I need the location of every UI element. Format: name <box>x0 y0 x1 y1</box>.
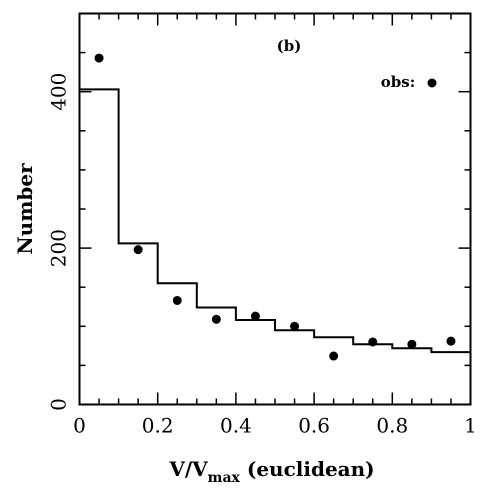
x-tick-label: 1 <box>464 414 477 438</box>
y-tick-label: 0 <box>47 398 71 411</box>
x-axis-title-suffix: (euclidean) <box>240 457 375 481</box>
obs-point <box>368 337 378 347</box>
y-tick-label: 200 <box>47 229 71 267</box>
x-tick-label: 0 <box>73 414 86 438</box>
legend-marker <box>427 78 437 88</box>
x-axis-title-subscript: max <box>208 470 241 486</box>
obs-point <box>407 339 417 349</box>
x-tick-label: 0.6 <box>298 414 330 438</box>
obs-point <box>329 351 339 361</box>
obs-point <box>133 245 143 255</box>
x-tick-label: 0.4 <box>220 414 252 438</box>
y-tick-label: 400 <box>47 73 71 111</box>
x-tick-label: 0.2 <box>142 414 174 438</box>
obs-point <box>446 336 456 346</box>
x-tick-label: 0.8 <box>376 414 408 438</box>
ticks-layer: 0 0.2 0.4 0.6 0.8 1 0 200 400 <box>47 12 477 438</box>
obs-point <box>211 314 221 324</box>
obs-point <box>250 311 260 321</box>
obs-point <box>172 295 182 305</box>
marks-layer <box>79 53 471 361</box>
x-axis-title: V/Vmax (euclidean) <box>168 457 374 486</box>
legend-label: obs: <box>381 73 415 91</box>
obs-point <box>290 321 300 331</box>
y-axis-title: Number <box>13 163 37 255</box>
panel-annotation: (b) <box>277 37 302 55</box>
model-histogram-step <box>79 88 471 354</box>
obs-point <box>94 53 104 63</box>
x-axis-title-main: V/V <box>168 457 208 481</box>
